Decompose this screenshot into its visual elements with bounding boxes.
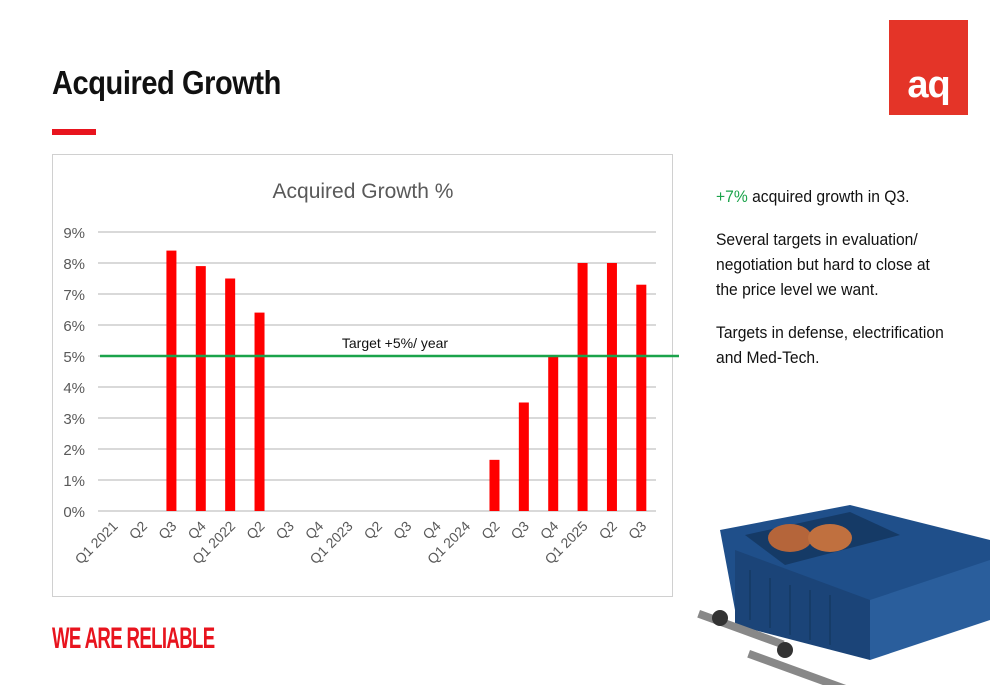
bar: [489, 459, 500, 511]
x-tick-label: Q3: [390, 518, 415, 543]
company-logo: aq: [889, 20, 968, 115]
title-underline: [52, 129, 96, 135]
x-tick-label: Q3: [155, 518, 180, 543]
x-tick-label: Q3: [507, 518, 532, 543]
transformer-image: [697, 505, 990, 685]
y-tick-label: 8%: [63, 256, 85, 273]
x-tick-label: Q2: [126, 518, 151, 543]
page-title: Acquired Growth: [52, 64, 281, 101]
bar: [577, 263, 588, 511]
y-tick-label: 2%: [63, 442, 85, 459]
bar: [518, 402, 529, 511]
x-tick-label: Q1 2021: [72, 518, 121, 567]
note-text: acquired growth in Q3.: [747, 187, 910, 206]
x-tick-label: Q2: [596, 518, 621, 543]
y-tick-label: 9%: [63, 225, 85, 242]
logo-text: aq: [907, 64, 950, 106]
y-tick-label: 6%: [63, 318, 85, 335]
note-targets: Several targets in evaluation/ negotiati…: [716, 230, 930, 299]
y-tick-label: 5%: [63, 349, 85, 366]
x-tick-label: Q2: [478, 518, 503, 543]
note-sectors: Targets in defense, electrification and …: [716, 323, 944, 367]
y-tick-label: 0%: [63, 504, 85, 521]
y-tick-label: 7%: [63, 287, 85, 304]
chart-title: Acquired Growth %: [273, 180, 454, 203]
notes: +7% acquired growth in Q3. Several targe…: [716, 184, 955, 388]
y-tick-label: 3%: [63, 411, 85, 428]
bar: [166, 250, 177, 511]
bar: [606, 263, 617, 511]
x-tick-label: Q3: [272, 518, 297, 543]
bar: [195, 266, 206, 511]
y-tick-label: 1%: [63, 473, 85, 490]
target-label: Target +5%/ year: [342, 335, 449, 351]
highlight-value: +7%: [716, 187, 748, 206]
x-tick-label: Q2: [243, 518, 268, 543]
bar: [254, 312, 265, 511]
bar-chart: Acquired Growth % 0% 1% 2% 3% 4% 5% 6% 7% 8% 9% Q1 …: [63, 180, 679, 567]
note-q3: +7% acquired growth in Q3.: [716, 184, 955, 209]
x-tick-label: Q3: [625, 518, 650, 543]
y-tick-label: 4%: [63, 380, 85, 397]
bar: [636, 284, 647, 511]
bar: [548, 356, 559, 511]
slogan: WE ARE RELIABLE: [52, 622, 215, 655]
x-tick-label: Q2: [361, 518, 386, 543]
chart-container: Acquired Growth % 0% 1% 2% 3% 4% 5% 6% 7% 8% 9% Q1 …: [52, 154, 679, 597]
bar: [225, 278, 236, 511]
